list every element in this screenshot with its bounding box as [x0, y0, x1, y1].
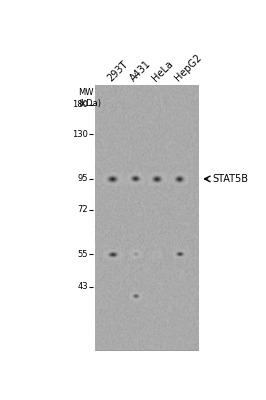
- Text: A431: A431: [128, 59, 153, 84]
- Text: HepG2: HepG2: [173, 53, 203, 84]
- Text: 293T: 293T: [106, 59, 130, 84]
- Text: 180: 180: [72, 100, 88, 110]
- Text: HeLa: HeLa: [150, 59, 174, 84]
- Text: STAT5B: STAT5B: [213, 174, 249, 184]
- Text: 130: 130: [72, 130, 88, 139]
- Text: MW
(kDa): MW (kDa): [79, 88, 102, 108]
- Text: 43: 43: [78, 282, 88, 291]
- Text: 72: 72: [78, 205, 88, 214]
- Text: 95: 95: [78, 174, 88, 183]
- Text: 55: 55: [78, 250, 88, 259]
- FancyBboxPatch shape: [95, 85, 198, 350]
